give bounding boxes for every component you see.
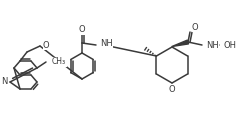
Text: CH₃: CH₃ bbox=[52, 58, 66, 67]
Polygon shape bbox=[171, 40, 188, 46]
Text: O: O bbox=[168, 85, 175, 94]
Text: O: O bbox=[78, 26, 85, 35]
Text: NH: NH bbox=[205, 41, 218, 50]
Text: O: O bbox=[43, 41, 49, 50]
Text: NH: NH bbox=[100, 39, 112, 49]
Text: O: O bbox=[191, 22, 198, 31]
Text: N: N bbox=[2, 77, 8, 86]
Text: OH: OH bbox=[223, 41, 236, 50]
